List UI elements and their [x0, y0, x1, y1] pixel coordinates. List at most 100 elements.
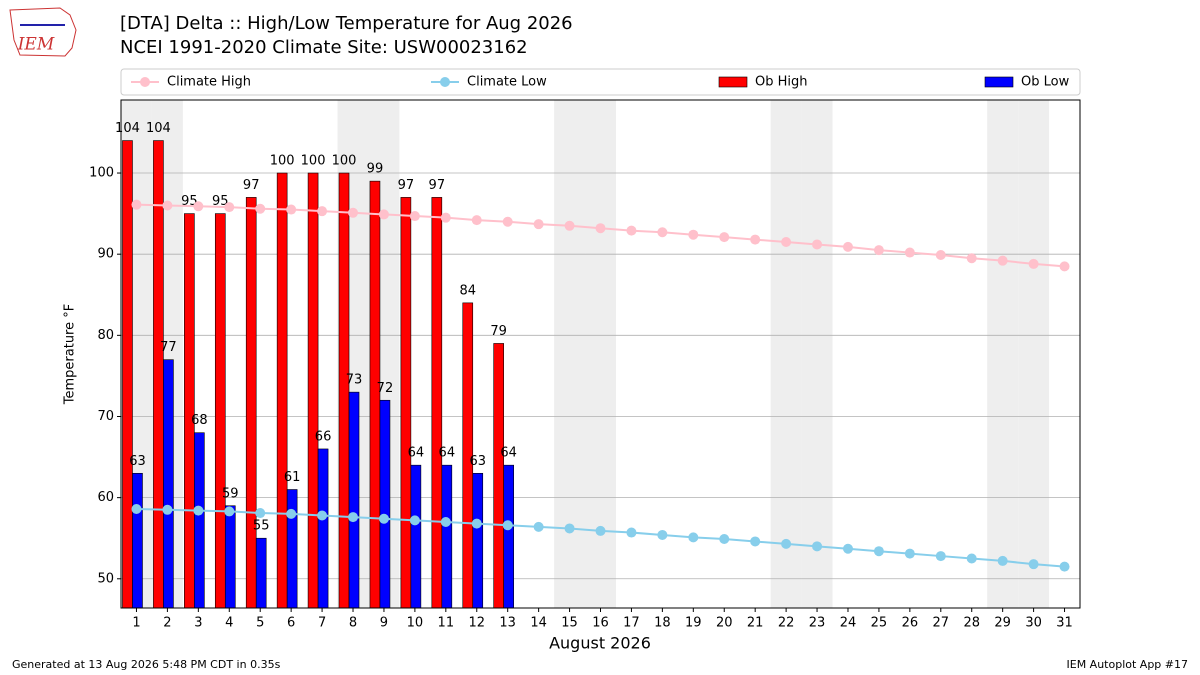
legend-swatch	[718, 76, 748, 88]
bar	[286, 489, 298, 609]
point	[440, 212, 451, 223]
x-tick-label: 7	[318, 616, 326, 631]
weekend-band	[987, 100, 1019, 608]
legend-label: Climate High	[167, 75, 251, 90]
point	[595, 223, 606, 234]
point	[409, 515, 420, 526]
bar	[348, 391, 360, 609]
data-label: 97	[398, 178, 415, 193]
footer-left: Generated at 13 Aug 2026 5:48 PM CDT in …	[12, 658, 281, 671]
x-tick-label: 11	[438, 616, 455, 631]
bar	[184, 213, 195, 609]
logo-outline	[9, 7, 77, 57]
x-tick-label: 6	[287, 616, 295, 631]
y-axis-label: Temperature °F	[63, 304, 78, 405]
x-tick-label: 8	[349, 616, 357, 631]
data-label: 63	[129, 454, 146, 469]
bar	[132, 472, 143, 609]
bar	[307, 172, 319, 609]
y-tick-label: 50	[97, 571, 114, 586]
point	[1059, 561, 1070, 572]
point	[781, 237, 792, 248]
data-label: 64	[500, 446, 517, 461]
point	[626, 225, 637, 236]
y-tick-label: 80	[97, 328, 114, 343]
point	[255, 203, 266, 214]
y-tick-label: 100	[89, 166, 114, 181]
x-axis-label: August 2026	[549, 634, 651, 653]
x-tick-label: 23	[809, 616, 826, 631]
y-tick-label: 60	[97, 490, 114, 505]
point	[131, 503, 142, 514]
point	[750, 536, 761, 547]
bar	[276, 172, 288, 609]
data-label: 104	[115, 121, 140, 136]
data-label: 97	[429, 178, 446, 193]
data-label: 77	[160, 340, 177, 355]
data-label: 104	[146, 121, 171, 136]
point	[193, 505, 204, 516]
x-tick-label: 1	[132, 616, 140, 631]
bar	[122, 140, 133, 609]
legend-box	[120, 68, 1081, 96]
point	[719, 534, 730, 545]
x-tick-label: 3	[194, 616, 202, 631]
bar	[163, 359, 174, 609]
point	[131, 199, 142, 210]
legend-swatch	[984, 76, 1014, 88]
data-label: 84	[459, 283, 476, 298]
x-tick-label: 9	[380, 616, 388, 631]
bar	[431, 197, 443, 609]
weekend-band	[801, 100, 833, 608]
point	[1059, 261, 1070, 272]
x-tick-label: 20	[716, 616, 733, 631]
legend-label: Ob High	[755, 75, 808, 90]
x-tick-label: 15	[561, 616, 578, 631]
point	[966, 553, 977, 564]
point	[812, 541, 823, 552]
bar	[317, 448, 329, 609]
point	[935, 551, 946, 562]
x-tick-label: 26	[902, 616, 919, 631]
bar	[245, 197, 257, 609]
footer-right: IEM Autoplot App #17	[1067, 658, 1189, 671]
point	[935, 249, 946, 260]
x-tick-label: 29	[994, 616, 1011, 631]
point	[595, 525, 606, 536]
point	[255, 508, 266, 519]
point	[1028, 258, 1039, 269]
point	[502, 216, 513, 227]
point	[533, 521, 544, 532]
legend-marker	[440, 77, 450, 87]
point	[348, 207, 359, 218]
bar	[410, 464, 422, 609]
data-label: 66	[315, 429, 332, 444]
point	[286, 204, 297, 215]
point	[162, 200, 173, 211]
x-tick-label: 10	[407, 616, 424, 631]
x-tick-label: 5	[256, 616, 264, 631]
weekend-band	[585, 100, 616, 608]
point	[812, 239, 823, 250]
point	[688, 532, 699, 543]
bar	[503, 464, 514, 609]
point	[317, 510, 328, 521]
point	[657, 227, 668, 238]
x-tick-label: 19	[685, 616, 702, 631]
chart-title: [DTA] Delta :: High/Low Temperature for …	[120, 13, 573, 34]
bar	[400, 197, 412, 609]
point	[348, 512, 359, 523]
point	[564, 523, 575, 534]
x-tick-label: 27	[933, 616, 950, 631]
point	[317, 206, 328, 217]
x-tick-label: 12	[468, 616, 485, 631]
x-tick-label: 22	[778, 616, 795, 631]
point	[842, 543, 853, 554]
x-tick-label: 30	[1025, 616, 1042, 631]
data-label: 63	[469, 454, 486, 469]
bar	[472, 472, 484, 609]
data-label: 64	[408, 446, 425, 461]
data-label: 95	[212, 194, 229, 209]
y-tick-label: 90	[97, 247, 114, 262]
